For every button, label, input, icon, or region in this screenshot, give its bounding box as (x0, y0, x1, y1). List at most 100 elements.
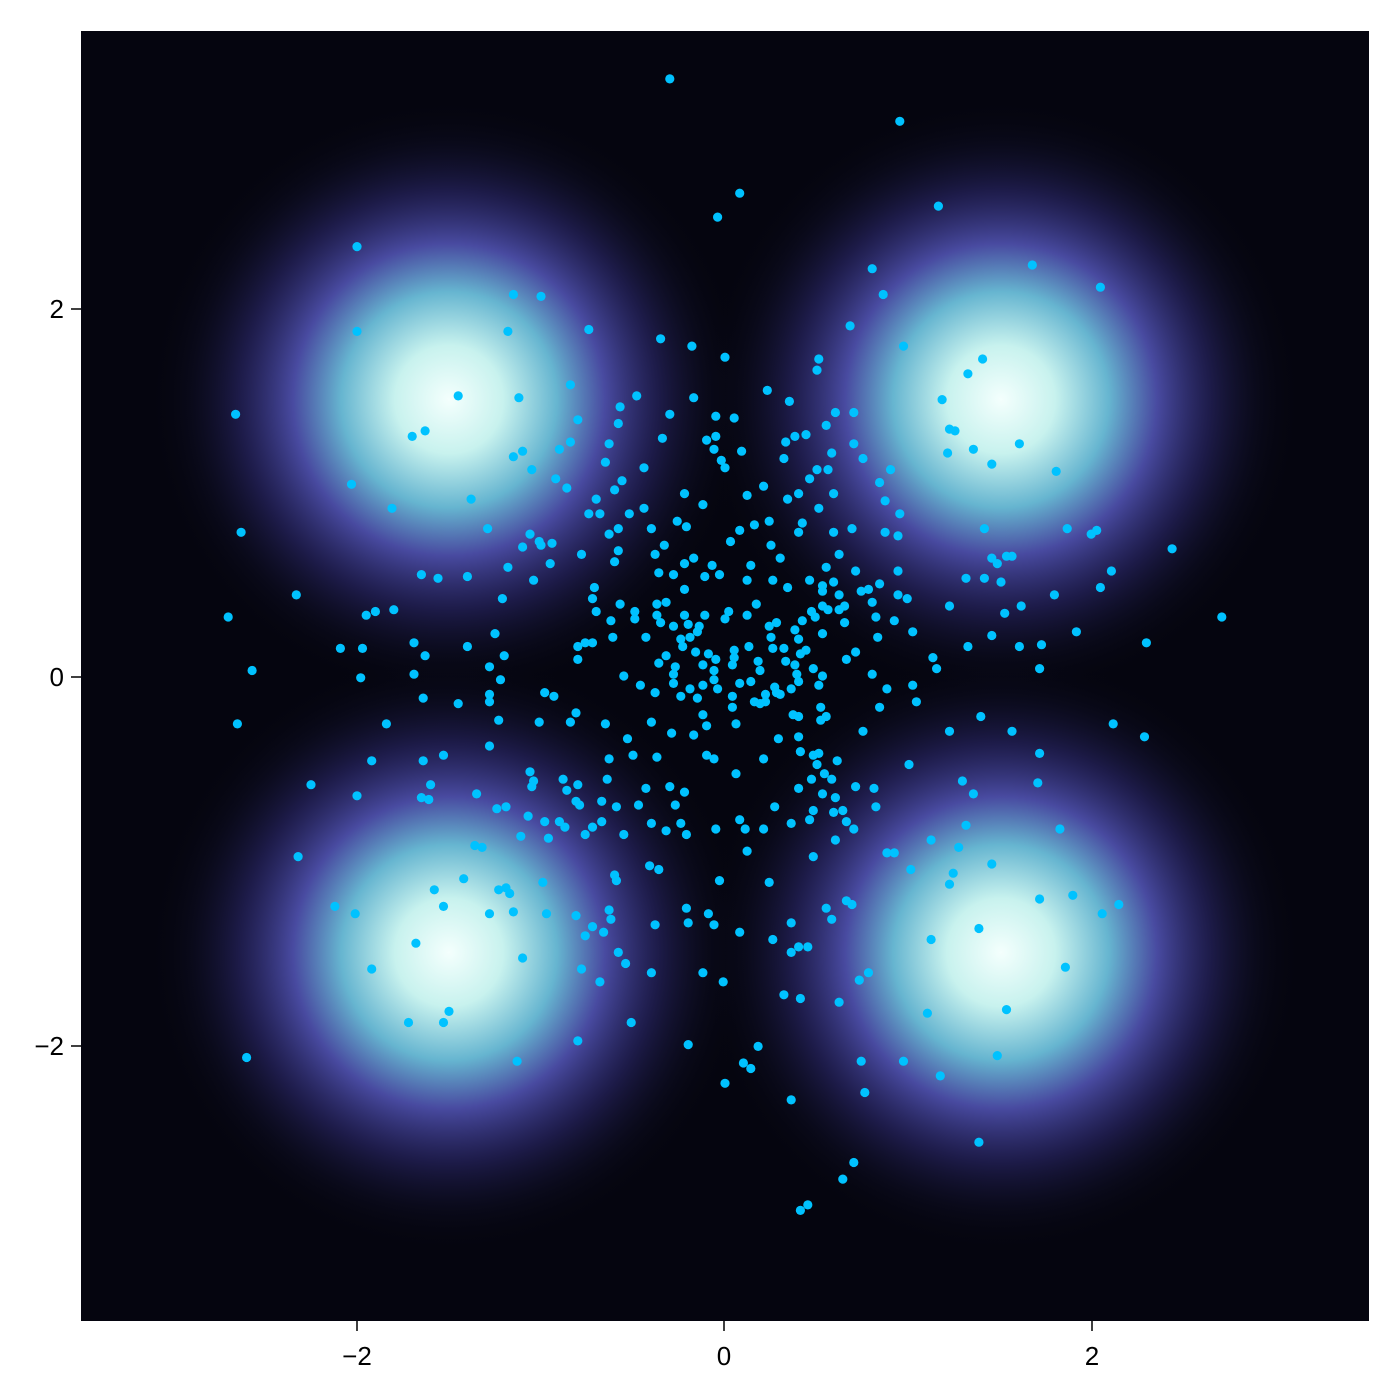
scatter-point (1014, 439, 1024, 449)
scatter-point (573, 1036, 583, 1046)
scatter-point (762, 385, 772, 395)
scatter-point (650, 549, 660, 560)
scatter-point (543, 833, 554, 843)
scatter-point (595, 509, 605, 519)
scatter-point (1049, 590, 1059, 600)
scatter-point (1139, 732, 1150, 742)
scatter-point (987, 859, 997, 869)
scatter-point (661, 826, 671, 836)
scatter-point (576, 549, 587, 560)
scatter-point (740, 824, 750, 834)
scatter-point (652, 610, 662, 620)
scatter-point (661, 651, 671, 661)
scatter-point (860, 1087, 870, 1098)
scatter-point (698, 968, 708, 978)
scatter-point (587, 822, 598, 832)
scatter-point (565, 380, 576, 390)
scatter-point (937, 395, 947, 405)
scatter-point (573, 641, 583, 652)
scatter-point (689, 393, 699, 403)
scatter-point (420, 426, 430, 436)
scatter-point (387, 503, 397, 513)
scatter-point (829, 527, 839, 537)
scatter-point (584, 509, 594, 519)
scatter-point (851, 782, 861, 792)
scatter-point (731, 769, 741, 779)
scatter-point (330, 901, 340, 912)
scatter-point (689, 553, 699, 563)
scatter-point (817, 586, 828, 596)
scatter-point (477, 842, 487, 853)
scatter-point (698, 500, 708, 510)
scatter-point (806, 774, 817, 784)
scatter-point (786, 918, 796, 928)
scatter-point (1027, 260, 1037, 270)
scatter-point (580, 829, 590, 840)
scatter-point (611, 876, 622, 886)
scatter-point (768, 934, 778, 945)
scatter-point (650, 688, 660, 698)
scatter-point (845, 321, 855, 331)
scatter-point (871, 612, 881, 622)
scatter-point (676, 634, 686, 644)
scatter-point (580, 931, 590, 941)
scatter-point (352, 326, 362, 336)
scatter-point (622, 734, 633, 744)
scatter-point (856, 1056, 866, 1066)
density-heatmap (149, 99, 1301, 1253)
scatter-point (832, 756, 842, 766)
scatter-point (536, 291, 546, 301)
scatter-point (805, 815, 815, 825)
scatter-point (409, 638, 419, 648)
scatter-point (847, 899, 857, 910)
scatter-point (751, 599, 761, 609)
scatter-point (667, 728, 677, 738)
scatter-point (654, 864, 664, 875)
scatter-point (895, 116, 905, 126)
x-tick-label: 0 (717, 1341, 731, 1371)
scatter-point (692, 627, 703, 637)
scatter-point (805, 474, 815, 484)
scatter-point (335, 643, 345, 654)
scatter-point (711, 824, 721, 834)
scatter-point (678, 641, 688, 652)
scatter-point (727, 702, 738, 712)
scatter-point (794, 676, 804, 687)
scatter-point (306, 780, 316, 790)
scatter-point (1007, 726, 1017, 736)
scatter-point (242, 1052, 252, 1063)
scatter-point (810, 612, 820, 622)
scatter-point (755, 699, 765, 709)
scatter-point (703, 909, 714, 919)
scatter-point (904, 759, 914, 770)
scatter-point (759, 824, 769, 834)
scatter-point (720, 1078, 730, 1088)
scatter-point (821, 420, 831, 430)
scatter-point (661, 597, 671, 607)
scatter-point (646, 524, 657, 534)
scatter-point (841, 654, 852, 665)
scatter-point (679, 610, 690, 620)
scatter-point (987, 459, 997, 469)
scatter-point (711, 411, 721, 421)
scatter-point (792, 669, 802, 679)
scatter-point (558, 774, 568, 784)
scatter-point (875, 702, 885, 712)
scatter-point (628, 750, 638, 760)
scatter-point (817, 671, 828, 681)
scatter-point (604, 439, 614, 449)
scatter-point (775, 553, 785, 563)
scatter-point (817, 629, 828, 639)
scatter-point (875, 579, 885, 589)
scatter-point (926, 835, 936, 845)
scatter-point (503, 562, 513, 572)
scatter-point (633, 800, 644, 810)
scatter-point (781, 437, 791, 447)
scatter-point (409, 669, 419, 679)
scatter-point (779, 453, 789, 464)
scatter-point (416, 793, 426, 803)
scatter-point (626, 1017, 636, 1028)
scatter-point (639, 503, 649, 513)
scatter-point (795, 747, 806, 757)
scatter-point (794, 489, 804, 499)
